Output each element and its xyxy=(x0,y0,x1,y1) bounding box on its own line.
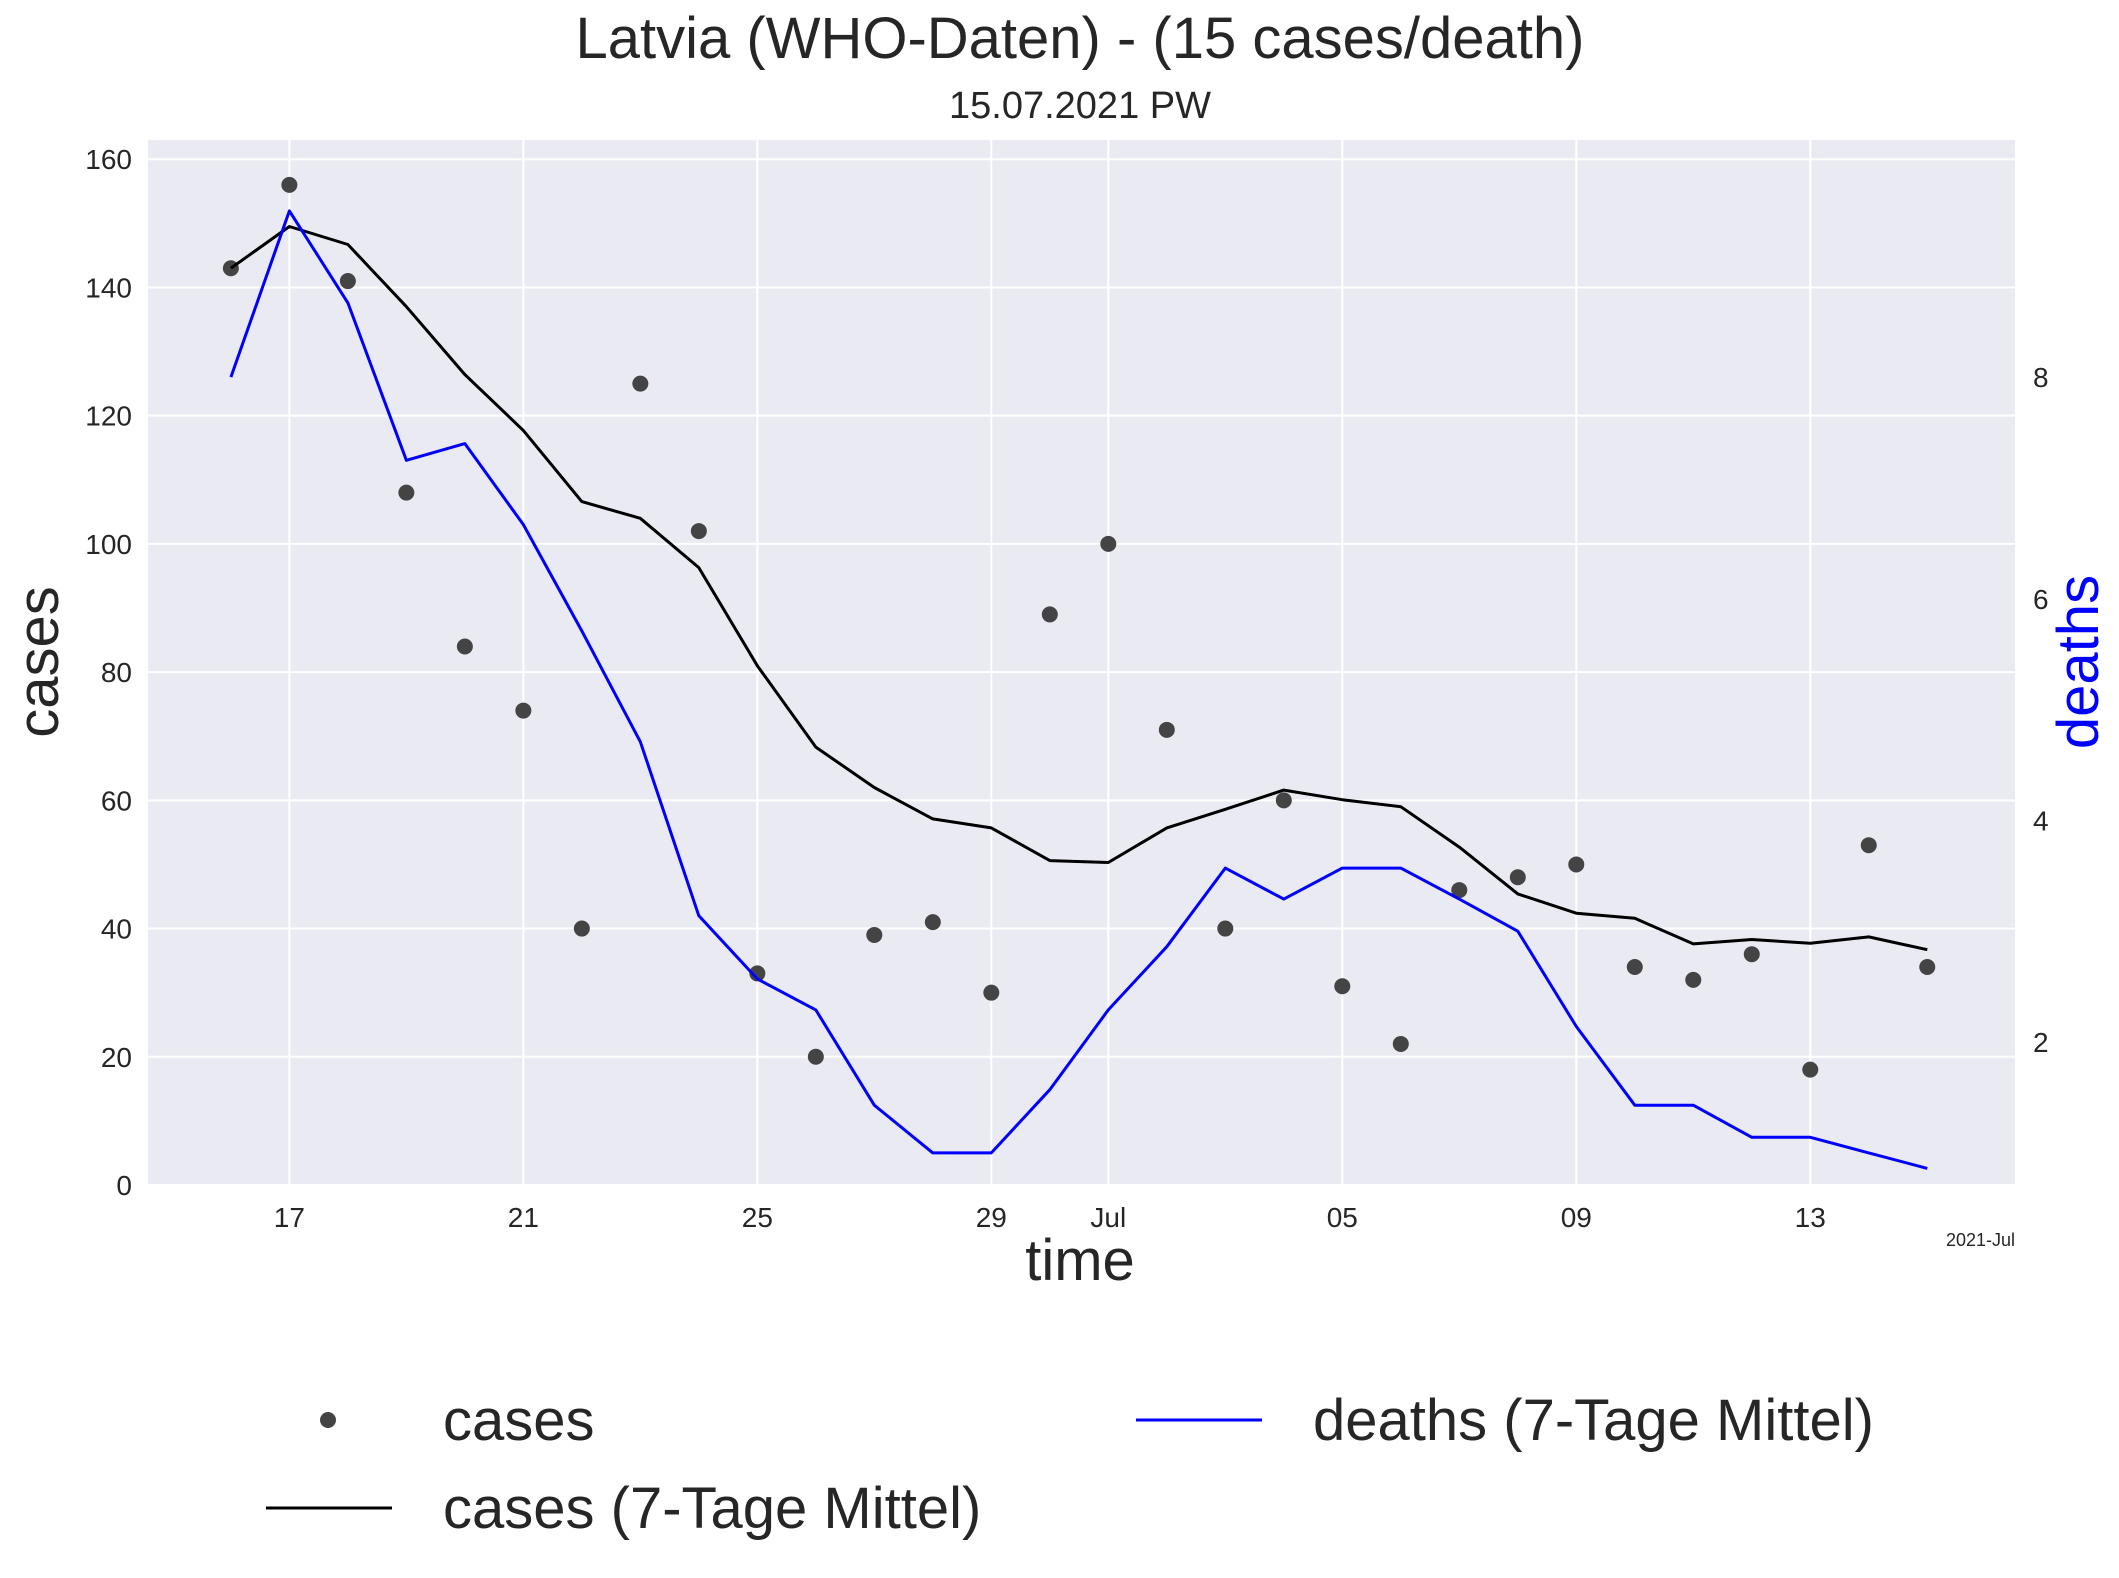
point-cases xyxy=(690,523,707,540)
left-axis-ticks: 0 20 40 60 80 100 120 140 160 xyxy=(85,144,132,1201)
point-cases xyxy=(632,375,649,392)
point-cases xyxy=(1451,882,1468,899)
y-tick-label: 80 xyxy=(101,657,132,688)
point-cases xyxy=(281,176,298,193)
y-tick-label: 140 xyxy=(85,272,132,303)
point-cases xyxy=(866,926,883,943)
chart-title: Latvia (WHO-Daten) - (15 cases/death) xyxy=(576,6,1585,71)
right-axis-ticks: 2 4 6 8 xyxy=(2033,362,2049,1058)
point-cases xyxy=(339,273,356,290)
series-layer xyxy=(222,176,1936,1170)
y2-tick-label: 2 xyxy=(2033,1027,2049,1058)
point-cases xyxy=(1626,959,1643,976)
x-axis-ticks: 17 21 25 29 Jul 05 09 13 xyxy=(274,1202,1826,1233)
point-cases xyxy=(1743,946,1760,963)
x-tick-label: 09 xyxy=(1561,1202,1592,1233)
legend-label-cases-7-tage-mittel: cases (7-Tage Mittel) xyxy=(443,1476,981,1541)
x-gridlines xyxy=(288,140,1812,1185)
x-tick-label: 29 xyxy=(976,1202,1007,1233)
point-cases xyxy=(1509,869,1526,886)
y-gridlines xyxy=(148,158,2015,1186)
point-cases xyxy=(398,484,415,501)
legend-entry-cases: cases xyxy=(320,1388,595,1453)
x-tick-label: 13 xyxy=(1795,1202,1826,1233)
legend-marker-cases xyxy=(320,1412,336,1428)
point-cases xyxy=(807,1048,824,1065)
legend-entry-deaths-7-tage-mittel: deaths (7-Tage Mittel) xyxy=(1136,1388,1874,1453)
x-tick-label: 05 xyxy=(1327,1202,1358,1233)
legend-label-cases: cases xyxy=(443,1388,595,1453)
x-axis-label: time xyxy=(1025,1228,1135,1293)
point-cases xyxy=(456,638,473,655)
y-tick-label: 0 xyxy=(116,1170,132,1201)
x-tick-label: Jul xyxy=(1090,1202,1126,1233)
x-tick-label: 25 xyxy=(742,1202,773,1233)
line-deaths-7-tage-mittel xyxy=(229,209,1928,1170)
legend-entry-cases-7-tage-mittel: cases (7-Tage Mittel) xyxy=(266,1476,981,1541)
x-tick-label: 17 xyxy=(274,1202,305,1233)
series-cases xyxy=(222,176,1936,1078)
point-cases xyxy=(1041,606,1058,623)
point-cases xyxy=(1334,978,1351,995)
point-cases xyxy=(1860,837,1877,854)
y-axis-label: cases xyxy=(6,586,71,738)
y-tick-label: 20 xyxy=(101,1042,132,1073)
plot-area xyxy=(148,140,2015,1185)
point-cases xyxy=(983,984,1000,1001)
x-tick-label: 21 xyxy=(508,1202,539,1233)
legend: cases cases (7-Tage Mittel) deaths (7-Ta… xyxy=(266,1388,1874,1541)
y2-tick-label: 4 xyxy=(2033,805,2049,836)
point-cases xyxy=(1158,721,1175,738)
y-tick-label: 60 xyxy=(101,785,132,816)
point-cases xyxy=(1275,792,1292,809)
point-cases xyxy=(1100,535,1117,552)
y-tick-label: 120 xyxy=(85,401,132,432)
y2-tick-label: 6 xyxy=(2033,584,2049,615)
legend-label-deaths-7-tage-mittel: deaths (7-Tage Mittel) xyxy=(1313,1388,1874,1453)
point-cases xyxy=(924,914,941,931)
point-cases xyxy=(749,965,766,982)
point-cases xyxy=(515,702,532,719)
chart-subtitle: 15.07.2021 PW xyxy=(949,85,1211,127)
y-tick-label: 40 xyxy=(101,914,132,945)
point-cases xyxy=(1568,856,1585,873)
point-cases xyxy=(1392,1035,1409,1052)
point-cases xyxy=(1802,1061,1819,1078)
point-cases xyxy=(1217,920,1234,937)
y2-tick-label: 8 xyxy=(2033,362,2049,393)
y2-axis-label: deaths xyxy=(2046,575,2111,749)
y-tick-label: 160 xyxy=(85,144,132,175)
x-axis-offset-label: 2021-Jul xyxy=(1946,1230,2015,1250)
y-tick-label: 100 xyxy=(85,529,132,560)
point-cases xyxy=(1685,971,1702,988)
line-cases-7-tage-mittel xyxy=(230,225,1928,952)
point-cases xyxy=(573,920,590,937)
point-cases xyxy=(1919,959,1936,976)
